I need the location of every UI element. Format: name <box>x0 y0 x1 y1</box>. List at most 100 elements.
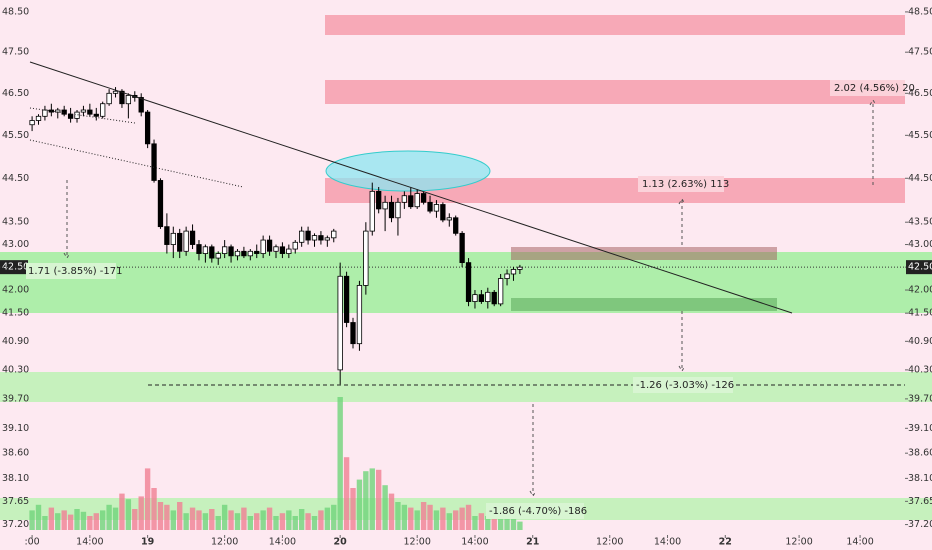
candle-body <box>74 111 80 119</box>
volume-bar <box>478 513 485 530</box>
candle-body <box>491 291 497 305</box>
candle-body <box>504 273 510 279</box>
candle-body <box>459 232 465 264</box>
x-tick-label: 21 <box>526 537 539 548</box>
candle-body <box>266 239 273 252</box>
x-tick-label: 19 <box>141 537 154 548</box>
candle-body <box>138 97 144 113</box>
candle-body <box>414 193 420 208</box>
x-tick-label: 12:00 <box>596 537 623 548</box>
y-tick-label: 38.10 <box>2 473 29 484</box>
volume-bar <box>48 507 55 530</box>
stop-box <box>511 298 777 311</box>
y-tick-label: 42.00 <box>908 285 932 296</box>
supply-zone <box>325 80 905 104</box>
volume-bar <box>485 516 491 530</box>
zones <box>0 15 932 520</box>
annotation-box <box>633 377 733 393</box>
candle-body <box>35 115 42 121</box>
last-price-box <box>0 260 28 275</box>
annotation: -1.26 (-3.03%) -126 <box>636 380 734 391</box>
candle-body <box>453 217 459 234</box>
candle-body <box>465 262 472 302</box>
candle-body <box>292 241 298 250</box>
y-tick-label: 39.70 <box>908 393 932 404</box>
y-tick-label: 48.50 <box>2 6 29 17</box>
trend-line <box>29 61 793 314</box>
volume-bar <box>67 514 74 530</box>
y-tick-label: 48.50 <box>908 6 932 17</box>
candle-body <box>67 113 74 119</box>
candle-body <box>382 201 388 210</box>
y-tick-label: 42.00 <box>2 285 29 296</box>
volume-bar <box>61 510 67 530</box>
volume-bar <box>286 510 292 530</box>
volume-bar <box>183 513 189 530</box>
volume-bar <box>189 507 196 530</box>
x-tick-label: 22 <box>719 537 732 548</box>
candle-body <box>497 278 504 305</box>
demand-zone <box>0 372 932 402</box>
y-tick-label: 44.50 <box>2 173 29 184</box>
y-tick-label: 47.50 <box>908 47 932 58</box>
candle-body <box>196 244 202 254</box>
candle-body <box>202 246 209 254</box>
candle-body <box>408 195 414 208</box>
candle-body <box>331 230 337 239</box>
highlight-ellipse <box>325 150 491 192</box>
volume-bar <box>363 471 369 530</box>
volume-bar <box>298 509 305 530</box>
volume-bar <box>305 513 311 530</box>
candle-body <box>221 246 228 254</box>
x-tick-label: 20 <box>334 537 348 548</box>
y-tick-label: 37.65 <box>908 496 932 507</box>
x-tick-label: 14:00 <box>269 537 296 548</box>
annotation-box <box>638 176 724 192</box>
x-tick-label: 12:00 <box>404 537 431 548</box>
candle-body <box>446 217 452 221</box>
volume-bar <box>395 502 401 530</box>
y-tick-label: 44.50 <box>908 173 932 184</box>
x-tick-label: 14:00 <box>846 537 873 548</box>
candle-body <box>157 180 164 228</box>
candle-body <box>286 248 292 254</box>
volume-bar <box>234 513 241 530</box>
y-tick-label: 37.20 <box>908 519 932 530</box>
volume-bar <box>510 518 517 530</box>
candle-body <box>29 120 35 126</box>
volume-bar <box>254 513 260 530</box>
y-tick-label: 40.90 <box>908 336 932 347</box>
x-tick-label: 14:00 <box>461 537 488 548</box>
x-tick-label: :00 <box>24 537 39 548</box>
candle-body <box>420 193 427 203</box>
y-tick-label: 39.70 <box>2 393 29 404</box>
target-box <box>511 247 777 260</box>
volume-bar <box>55 513 61 530</box>
annotation-box <box>486 503 584 519</box>
volume-bar <box>164 504 170 530</box>
volume-bar <box>266 507 273 530</box>
candle-body <box>234 250 241 257</box>
volume-bar <box>465 504 472 530</box>
candle-body <box>254 250 260 254</box>
volume-bar <box>382 485 388 530</box>
y-tick-label: 39.10 <box>2 423 29 434</box>
volume-bar <box>29 510 35 530</box>
marks <box>29 87 523 530</box>
volume-bar <box>427 504 433 530</box>
volume-bar <box>273 516 279 530</box>
candle-body <box>369 190 375 232</box>
y-tick-label: 41.50 <box>908 308 932 319</box>
y-tick-label: 43.00 <box>908 239 932 250</box>
y-tick-label: 37.65 <box>2 496 29 507</box>
candle-body <box>395 201 401 219</box>
candle-body <box>241 250 247 257</box>
candle-body <box>427 201 433 212</box>
candle-body <box>517 266 523 270</box>
volume-bar <box>453 510 459 530</box>
volume-bar <box>112 507 119 530</box>
volume-bar <box>388 493 395 530</box>
volume-bar <box>125 499 132 530</box>
drawings <box>29 61 905 497</box>
